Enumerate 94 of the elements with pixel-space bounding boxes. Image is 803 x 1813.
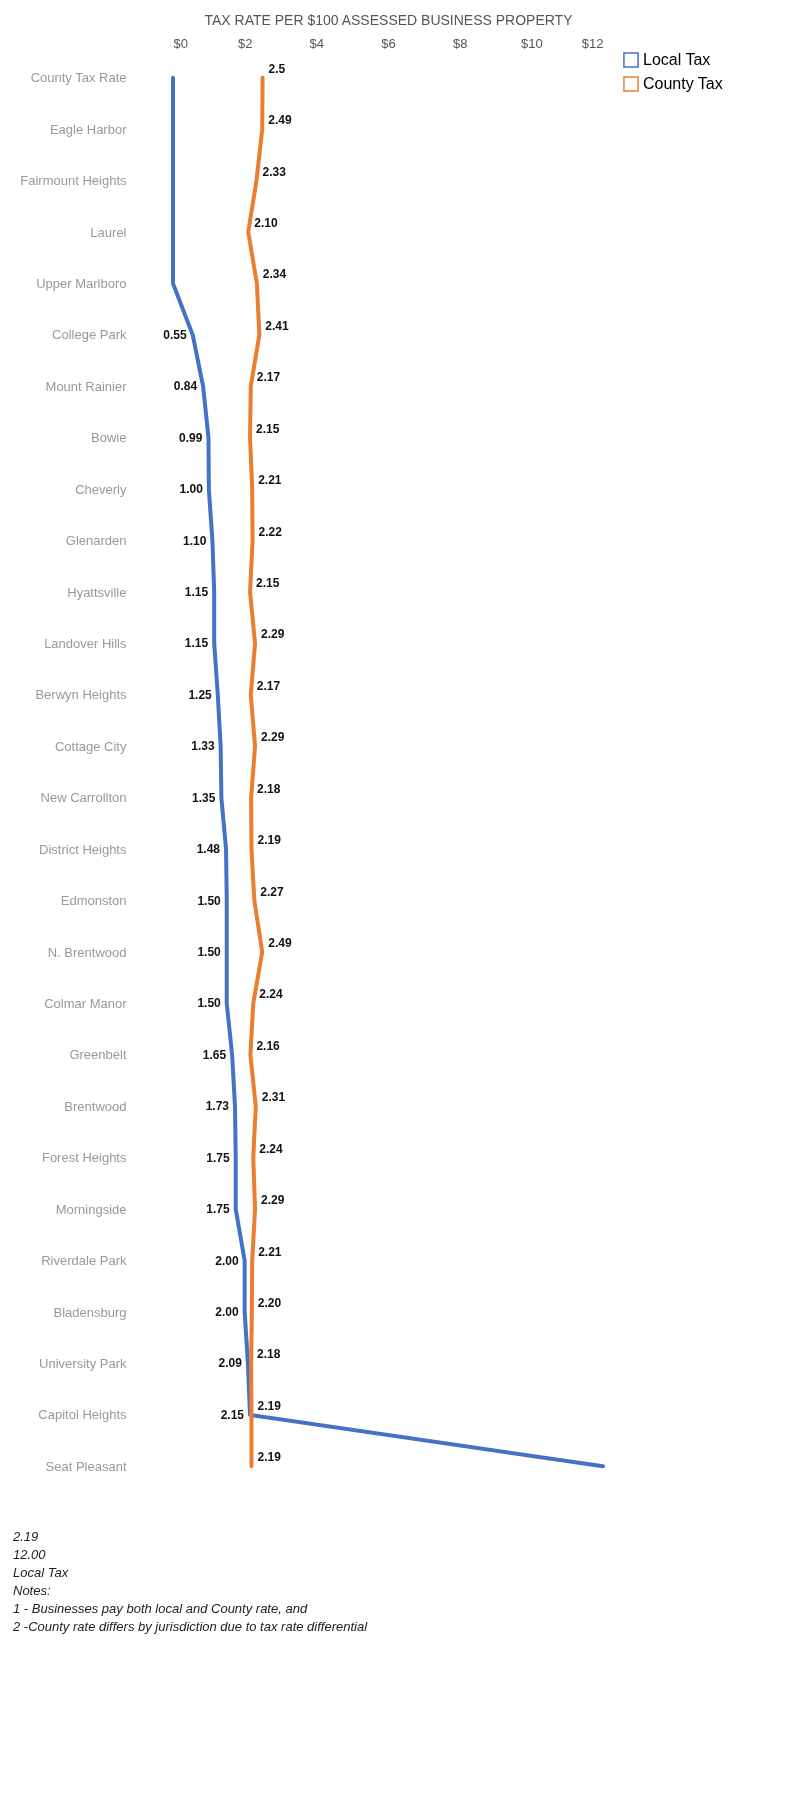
data-label: 2.09 xyxy=(218,1356,243,1371)
data-label: 2.00 xyxy=(215,1305,239,1319)
data-label: 0.99 xyxy=(179,430,203,445)
y-tick-label: Greenbelt xyxy=(69,1047,127,1063)
data-label: 2.19 xyxy=(257,1450,282,1465)
data-label: 2.24 xyxy=(259,1141,283,1156)
x-tick-label: $4 xyxy=(309,35,325,51)
y-tick-label: District Heights xyxy=(39,841,127,857)
text: Notes: xyxy=(13,1583,51,1598)
data-label: 2.10 xyxy=(254,216,278,230)
y-tick-label: Cheverly xyxy=(75,481,127,497)
y-tick-label: New Carrollton xyxy=(40,790,127,806)
legend-label: County Tax xyxy=(643,75,723,92)
y-tick-label: Seat Pleasant xyxy=(45,1458,127,1474)
data-label: 2.22 xyxy=(258,524,283,539)
data-label: 1.73 xyxy=(205,1099,230,1114)
y-tick-label: Hyattsville xyxy=(67,584,127,600)
y-tick-label: Morningside xyxy=(55,1201,127,1217)
data-label: 2.27 xyxy=(260,884,285,899)
legend-label: Local Tax xyxy=(643,51,711,68)
data-label: 2.21 xyxy=(258,1244,282,1259)
data-label: 1.50 xyxy=(197,996,222,1011)
y-tick-label: College Park xyxy=(52,327,127,343)
y-tick-label: Laurel xyxy=(90,224,127,240)
y-tick-label: Edmonston xyxy=(60,893,127,909)
data-label: 0.84 xyxy=(173,379,198,394)
data-label: 1.75 xyxy=(206,1150,231,1165)
data-label: 2.49 xyxy=(268,113,292,128)
x-axis-title: TAX RATE PER $100 ASSESSED BUSINESS PROPERTY xyxy=(204,11,574,28)
data-label: 2.21 xyxy=(258,473,282,488)
y-tick-label: Bladensburg xyxy=(53,1304,127,1320)
y-tick-label: Cottage City xyxy=(54,738,127,754)
data-label: 2.19 xyxy=(257,1398,282,1413)
x-tick-label: $6 xyxy=(381,35,396,51)
data-label: 2.15 xyxy=(256,576,280,590)
data-label: 2.41 xyxy=(265,318,290,333)
data-label: 1.75 xyxy=(206,1202,231,1217)
y-tick-label: County Tax Rate xyxy=(30,70,127,86)
data-label: 2.18 xyxy=(257,1347,281,1362)
data-label: 2.29 xyxy=(261,1193,285,1208)
data-label: 2.19 xyxy=(257,833,282,848)
data-label: 0.55 xyxy=(163,327,188,342)
y-tick-label: Bowie xyxy=(91,430,127,446)
y-tick-label: Riverdale Park xyxy=(41,1253,127,1269)
y-tick-label: Fairmount Heights xyxy=(20,173,127,189)
data-label: 1.48 xyxy=(196,842,221,857)
x-tick-label: $12 xyxy=(581,35,604,51)
y-tick-label: N. Brentwood xyxy=(47,944,127,960)
data-label: 1.15 xyxy=(184,585,209,599)
y-tick-label: Brentwood xyxy=(64,1098,127,1114)
x-tick-label: $2 xyxy=(237,35,253,51)
data-label: 1.65 xyxy=(202,1047,227,1062)
data-label: 1.10 xyxy=(183,533,207,548)
data-label: 2.15 xyxy=(220,1407,245,1422)
data-label: 2.5 xyxy=(268,61,286,76)
data-label: 2.29 xyxy=(261,627,285,642)
data-label: 2.49 xyxy=(268,936,292,950)
data-label: 1.00 xyxy=(179,482,204,497)
x-tick-label: $8 xyxy=(452,35,468,51)
data-label: 1.35 xyxy=(192,790,216,805)
data-label: 2.20 xyxy=(257,1296,282,1310)
text: 2.19 xyxy=(12,1529,39,1544)
data-label: 2.24 xyxy=(259,987,283,1002)
y-tick-label: Mount Rainier xyxy=(45,378,128,394)
y-tick-label: Eagle Harbor xyxy=(49,121,128,137)
y-tick-label: Berwyn Heights xyxy=(35,687,127,703)
data-label: 2.18 xyxy=(257,781,281,796)
data-label: 2.29 xyxy=(261,730,285,745)
y-tick-label: Forest Heights xyxy=(41,1150,127,1166)
data-label: 1.33 xyxy=(191,739,215,754)
text: Local Tax xyxy=(13,1565,69,1580)
y-tick-label: Glenarden xyxy=(65,533,127,549)
x-tick-label: $0 xyxy=(173,35,188,51)
y-tick-label: Capitol Heights xyxy=(38,1407,127,1423)
text: 2 -County rate differs by jurisdiction due to tax rate differential xyxy=(12,1619,369,1634)
text: 1 - Businesses pay both local and County rate, and xyxy=(13,1601,308,1616)
data-label: 1.50 xyxy=(197,893,222,908)
data-label: 2.15 xyxy=(256,421,280,436)
data-label: 1.50 xyxy=(197,945,222,959)
data-label: 1.15 xyxy=(184,636,209,651)
x-tick-label: $10 xyxy=(520,35,543,51)
text: 12.00 xyxy=(13,1547,47,1562)
y-tick-label: Colmar Manor xyxy=(44,995,128,1011)
data-label: 2.34 xyxy=(262,267,287,282)
data-label: 2.17 xyxy=(256,678,281,693)
data-label: 2.16 xyxy=(256,1038,281,1053)
y-tick-label: Landover Hills xyxy=(44,635,127,651)
y-tick-label: Upper Marlboro xyxy=(36,275,127,291)
data-label: 2.00 xyxy=(215,1253,239,1268)
data-label: 2.31 xyxy=(261,1090,286,1105)
y-tick-label: University Park xyxy=(39,1355,127,1371)
data-label: 2.33 xyxy=(262,164,287,179)
data-label: 1.25 xyxy=(188,687,213,702)
data-label: 2.17 xyxy=(256,370,281,385)
